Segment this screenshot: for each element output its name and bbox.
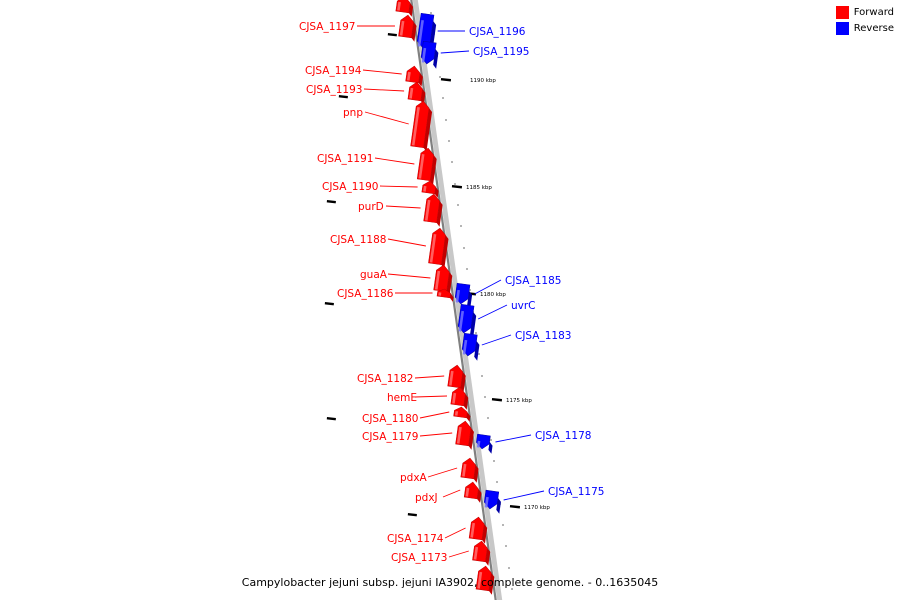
gene-label-CJSA_1197[interactable]: CJSA_1197 (299, 21, 355, 33)
gene-label-CJSA_1178[interactable]: CJSA_1178 (535, 430, 591, 442)
axis-tick-label-4: 1170 kbp (524, 505, 550, 511)
axis-small-marks (324, 33, 417, 517)
gene-feature[interactable] (405, 65, 424, 87)
gene-leader-line (385, 205, 421, 209)
gene-feature[interactable] (398, 14, 418, 42)
gene-label-pdxJ[interactable]: pdxJ (415, 492, 438, 504)
gene-leader-line (374, 157, 415, 165)
gene-label-CJSA_1195[interactable]: CJSA_1195 (473, 46, 529, 58)
gene-label-CJSA_1196[interactable]: CJSA_1196 (469, 26, 526, 38)
gene-label-CJSA_1182[interactable]: CJSA_1182 (357, 373, 413, 385)
gene-labels: CJSA_1197 CJSA_1196 CJSA_1195 CJSA_1194 CJSA… (299, 21, 604, 564)
axis-tick-mark (491, 398, 503, 402)
gene-label-CJSA_1193[interactable]: CJSA_1193 (306, 84, 362, 96)
legend-item-forward: Forward (835, 6, 894, 19)
gene-feature[interactable] (457, 303, 478, 338)
genome-axis-line (410, 0, 497, 600)
gene-feature[interactable] (453, 406, 471, 422)
gene-label-CJSA_1191[interactable]: CJSA_1191 (317, 153, 373, 165)
gene-feature[interactable] (461, 332, 481, 361)
gene-leader-line (440, 50, 470, 54)
gene-leader-line (444, 527, 466, 539)
axis-tick-label-1: 1185 kbp (466, 185, 492, 191)
gene-leader-line (387, 273, 431, 279)
gene-label-guaA[interactable]: guaA (360, 269, 388, 281)
gene-leader-line (442, 489, 461, 498)
gene-leader-line (448, 550, 469, 558)
axis-tick-mark (451, 185, 463, 189)
gene-label-CJSA_1183[interactable]: CJSA_1183 (515, 330, 571, 342)
legend-label-reverse: Reverse (853, 23, 894, 34)
gene-feature[interactable] (454, 282, 474, 309)
axis-tick-mark (509, 505, 521, 509)
gene-feature[interactable] (395, 0, 414, 17)
gene-feature[interactable] (468, 516, 489, 544)
gene-feature[interactable] (475, 433, 494, 454)
gene-label-CJSA_1174[interactable]: CJSA_1174 (387, 533, 444, 545)
genome-caption: Campylobacter jejuni subsp. jejuni IA390… (241, 576, 659, 589)
reverse-color-swatch (835, 22, 849, 35)
gene-label-CJSA_1194[interactable]: CJSA_1194 (305, 65, 362, 77)
gene-leader-line (414, 395, 448, 398)
gene-feature[interactable] (410, 100, 433, 152)
gene-feature[interactable] (423, 193, 444, 227)
gene-leader-line (414, 375, 445, 379)
axis-tick-mark (440, 78, 452, 82)
gene-feature[interactable] (407, 81, 426, 105)
gene-leader-line (495, 434, 532, 443)
gene-leader-line (364, 111, 409, 125)
gene-label-CJSA_1190[interactable]: CJSA_1190 (322, 181, 378, 193)
gene-feature[interactable] (428, 227, 450, 269)
axis-tick-labels: 1190 kbp 1185 kbp 1180 kbp 1175 kbp 1170 kbp (440, 78, 550, 511)
axis-tick-label-0: 1190 kbp (470, 78, 496, 84)
gene-label-pdxA[interactable]: pdxA (400, 472, 428, 484)
axis-tick-label-2: 1180 kbp (480, 292, 506, 298)
gene-label-uvrC[interactable]: uvrC (511, 300, 536, 312)
strand-legend: Forward Reverse (835, 6, 894, 35)
gene-label-CJSA_1175[interactable]: CJSA_1175 (548, 486, 604, 498)
gene-leader-line (427, 467, 458, 478)
gene-leader-line (387, 238, 426, 247)
gene-label-CJSA_1173[interactable]: CJSA_1173 (391, 552, 447, 564)
gene-label-CJSA_1188[interactable]: CJSA_1188 (330, 234, 386, 246)
gene-label-CJSA_1186[interactable]: CJSA_1186 (337, 288, 394, 300)
gene-leader-line (419, 432, 453, 437)
gene-label-purD[interactable]: purD (358, 201, 384, 213)
gene-feature[interactable] (436, 288, 455, 302)
gene-leader-line (481, 334, 512, 346)
gene-label-pnp[interactable]: pnp (343, 107, 363, 119)
gene-feature[interactable] (447, 364, 467, 392)
gene-leader-line (503, 490, 545, 501)
gene-feature[interactable] (483, 489, 502, 514)
gene-leader-line (362, 69, 402, 75)
gene-feature[interactable] (421, 180, 439, 198)
gene-feature[interactable] (463, 481, 483, 503)
gene-feature[interactable] (450, 386, 469, 410)
gene-feature[interactable] (472, 540, 492, 566)
gene-label-hemE[interactable]: hemE (387, 392, 417, 404)
forward-color-swatch (835, 6, 849, 19)
gene-leader-line (419, 411, 450, 419)
gene-leader-line (379, 185, 418, 188)
gene-feature[interactable] (455, 420, 475, 450)
gene-feature[interactable] (416, 147, 438, 185)
gene-leader-lines (357, 25, 545, 558)
gene-leader-line (363, 88, 405, 92)
legend-item-reverse: Reverse (835, 22, 894, 35)
gene-label-CJSA_1185[interactable]: CJSA_1185 (505, 275, 561, 287)
gene-leader-line (474, 279, 502, 295)
gene-features (395, 0, 502, 595)
gene-leader-line (477, 304, 508, 320)
gene-feature[interactable] (433, 264, 453, 296)
gene-label-CJSA_1180[interactable]: CJSA_1180 (362, 413, 418, 425)
gene-feature[interactable] (475, 565, 495, 595)
axis-tick-label-3: 1175 kbp (506, 398, 532, 404)
gene-feature[interactable] (420, 40, 440, 69)
legend-label-forward: Forward (853, 7, 894, 18)
gene-feature[interactable] (460, 457, 480, 483)
gene-label-CJSA_1179[interactable]: CJSA_1179 (362, 431, 418, 443)
